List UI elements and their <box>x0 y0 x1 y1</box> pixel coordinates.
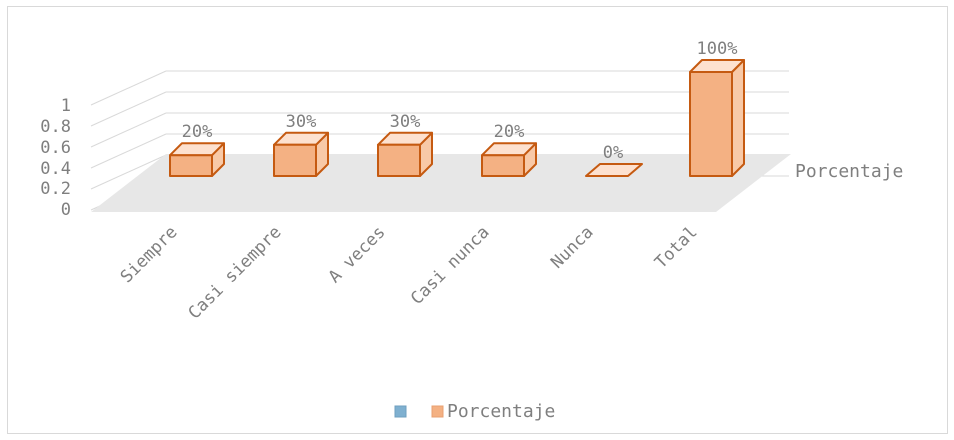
bar-front-face <box>273 143 317 178</box>
y-tick-label: 0.6 <box>40 138 71 158</box>
bar-top-face <box>585 163 643 177</box>
bar-a-veces <box>377 131 433 178</box>
depth-axis: Porcentaje <box>795 161 903 182</box>
bar-front-face <box>169 154 213 177</box>
y-tick-label: 0.4 <box>40 159 71 179</box>
y-axis-ticks: 00.20.40.60.81 <box>40 96 71 220</box>
bar-side-face <box>731 59 745 177</box>
x-tick-label: Nunca <box>547 222 597 272</box>
data-label: 100% <box>697 39 738 59</box>
legend-label-porcentaje: Porcentaje <box>447 401 555 422</box>
side-wall-gridline <box>90 112 167 148</box>
y-tick-label: 0.8 <box>40 117 71 137</box>
bar-siempre <box>169 142 225 177</box>
legend-swatch-porcentaje <box>431 405 444 418</box>
bar-total <box>689 59 745 177</box>
bar-front-face <box>481 154 525 177</box>
data-labels: 20% 30% 30% 20% 0% 100% <box>182 39 738 163</box>
data-label: 30% <box>390 112 421 132</box>
data-label: 30% <box>286 112 317 132</box>
legend-swatch-series-1 <box>394 405 407 418</box>
bar-casi-nunca <box>481 142 537 177</box>
bars <box>169 59 745 178</box>
side-wall-gridline <box>90 70 167 106</box>
x-axis-ticks: Siempre Casi siempre A veces Casi nunca Nunc… <box>117 222 702 323</box>
bar-nunca <box>585 163 643 177</box>
x-tick-label: Siempre <box>117 222 182 287</box>
legend: Porcentaje <box>394 401 555 422</box>
x-tick-label: Casi nunca <box>407 222 494 309</box>
depth-axis-label: Porcentaje <box>795 161 903 182</box>
y-tick-label: 0.2 <box>40 179 71 199</box>
x-tick-label: Total <box>651 222 701 272</box>
x-tick-label: Casi siempre <box>185 222 286 323</box>
side-wall-gridline <box>90 154 167 190</box>
data-label: 0% <box>603 143 623 163</box>
data-label: 20% <box>494 122 525 142</box>
y-tick-label: 0 <box>61 200 71 220</box>
y-tick-label: 1 <box>61 96 71 116</box>
bar-front-face <box>377 143 421 178</box>
data-label: 20% <box>182 122 213 142</box>
side-wall-gridline <box>90 133 167 169</box>
x-tick-label: A veces <box>325 222 390 287</box>
chart-area: 0 0.2 0.4 0.6 0.8 1 20% 30% 30% 20% 0% 100% Siempr… <box>7 6 948 434</box>
side-wall-gridline <box>90 91 167 127</box>
bar-casi-siempre <box>273 131 329 178</box>
bar-front-face <box>689 71 733 177</box>
